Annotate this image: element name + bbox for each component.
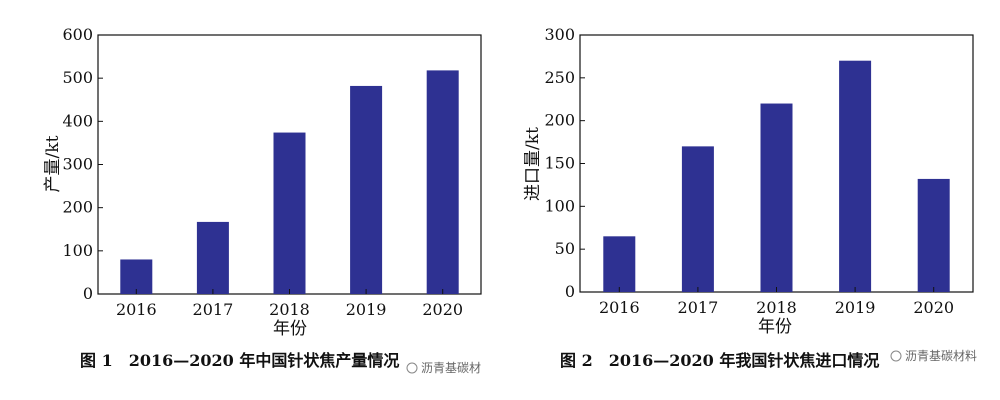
y-tick-group: 0 100 200 300 400 500 600 xyxy=(62,25,103,303)
y-tick-label: 200 xyxy=(544,111,575,130)
watermark-right: 沥青基碳材料 xyxy=(890,349,977,363)
bar-group xyxy=(120,70,459,294)
bar-group xyxy=(603,60,950,293)
y-tick-label: 150 xyxy=(544,154,575,173)
bar-2016 xyxy=(603,236,636,292)
bar-2018 xyxy=(273,132,306,294)
bar-2020 xyxy=(426,70,459,294)
y-tick-label: 300 xyxy=(62,155,93,174)
y-tick-group: 0 50 100 150 200 250 300 xyxy=(544,25,585,301)
wechat-icon xyxy=(890,350,902,362)
wechat-icon xyxy=(406,362,418,374)
y-tick-label: 0 xyxy=(83,284,93,303)
production-chart: 0 100 200 300 400 500 600 2016 2017 2018 2019 2020… xyxy=(43,25,482,370)
bar-2016 xyxy=(120,259,153,294)
x-tick-label: 2019 xyxy=(346,300,387,319)
figure-caption: 图 2 2016—2020 年我国针状焦进口情况 xyxy=(560,351,879,370)
y-tick-label: 100 xyxy=(544,196,575,215)
x-tick-label: 2017 xyxy=(678,298,719,317)
y-tick-label: 400 xyxy=(62,111,93,130)
y-tick-label: 200 xyxy=(62,198,93,217)
y-axis-title: 产量/kt xyxy=(43,135,63,192)
y-tick-label: 250 xyxy=(544,68,575,87)
y-tick-label: 500 xyxy=(62,68,93,87)
x-axis-title: 年份 xyxy=(758,317,792,337)
x-axis-title: 年份 xyxy=(273,319,307,339)
y-axis-title: 进口量/kt xyxy=(523,127,543,201)
bar-2019 xyxy=(839,60,872,293)
bar-2018 xyxy=(760,103,793,293)
bar-2019 xyxy=(350,85,383,294)
x-tick-label: 2019 xyxy=(835,298,876,317)
x-tick-group: 2016 2017 2018 2019 2020 xyxy=(116,289,463,319)
watermark-text: 沥青基碳材 xyxy=(421,361,481,375)
x-tick-label: 2016 xyxy=(116,300,157,319)
bar-2020 xyxy=(917,178,950,292)
x-tick-label: 2017 xyxy=(193,300,234,319)
x-tick-label: 2016 xyxy=(599,298,640,317)
x-tick-label: 2018 xyxy=(756,298,797,317)
x-tick-group: 2016 2017 2018 2019 2020 xyxy=(599,287,954,317)
bar-2017 xyxy=(196,221,229,294)
x-tick-label: 2018 xyxy=(269,300,310,319)
watermark-text: 沥青基碳材料 xyxy=(905,349,977,363)
y-tick-label: 0 xyxy=(565,282,575,301)
figure-caption: 图 1 2016—2020 年中国针状焦产量情况 xyxy=(80,351,399,370)
y-tick-label: 50 xyxy=(555,239,575,258)
y-tick-label: 600 xyxy=(62,25,93,44)
watermark-left: 沥青基碳材 xyxy=(406,361,481,375)
y-tick-label: 300 xyxy=(544,25,575,44)
x-tick-label: 2020 xyxy=(913,298,954,317)
x-tick-label: 2020 xyxy=(422,300,463,319)
bar-2017 xyxy=(681,146,714,292)
y-tick-label: 100 xyxy=(62,241,93,260)
